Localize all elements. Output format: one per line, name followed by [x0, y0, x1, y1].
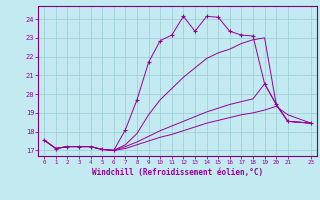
X-axis label: Windchill (Refroidissement éolien,°C): Windchill (Refroidissement éolien,°C) [92, 168, 263, 177]
